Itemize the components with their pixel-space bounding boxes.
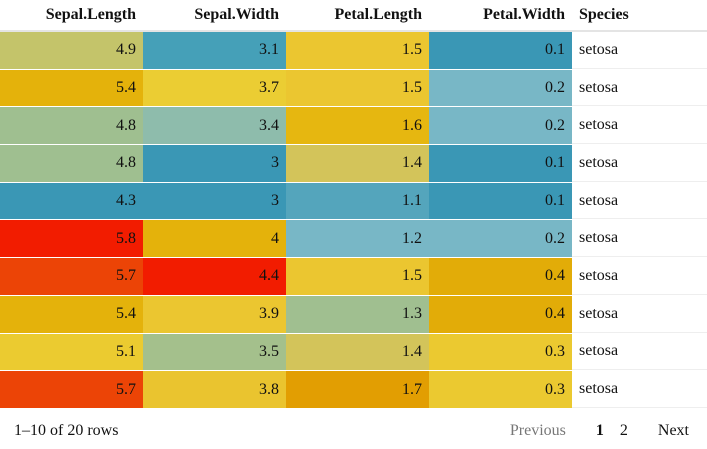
cell-sepal-length: 5.8	[0, 220, 143, 258]
cell-petal-width: 0.4	[429, 258, 572, 295]
cell-petal-width: 0.2	[429, 107, 572, 145]
page-button-2[interactable]: 2	[619, 421, 628, 439]
cell-sepal-length: 5.7	[0, 371, 143, 408]
table-row: 5.1 3.5 1.4 0.3 setosa	[0, 333, 707, 372]
cell-petal-length: 1.4	[286, 145, 429, 182]
cell-sepal-length: 5.7	[0, 258, 143, 295]
cell-sepal-width: 3.8	[143, 371, 286, 408]
cell-species: setosa	[572, 182, 707, 220]
cell-petal-width: 0.3	[429, 371, 572, 408]
cell-species: setosa	[572, 295, 707, 333]
cell-petal-length: 1.4	[286, 333, 429, 371]
cell-petal-length: 1.1	[286, 182, 429, 220]
cell-sepal-length: 4.9	[0, 32, 143, 69]
data-table: Sepal.Length Sepal.Width Petal.Length Pe…	[0, 0, 707, 409]
table-row: 5.4 3.7 1.5 0.2 setosa	[0, 69, 707, 108]
cell-sepal-width: 3.4	[143, 107, 286, 145]
cell-sepal-width: 3.5	[143, 333, 286, 371]
cell-species: setosa	[572, 145, 707, 182]
page-button-1[interactable]: 1	[595, 421, 604, 439]
cell-species: setosa	[572, 258, 707, 295]
cell-sepal-width: 4.4	[143, 258, 286, 295]
cell-species: setosa	[572, 220, 707, 258]
cell-petal-length: 1.3	[286, 295, 429, 333]
next-button[interactable]: Next	[657, 421, 689, 439]
cell-sepal-length: 4.8	[0, 107, 143, 145]
cell-species: setosa	[572, 107, 707, 145]
table-row: 5.8 4 1.2 0.2 setosa	[0, 220, 707, 259]
cell-sepal-width: 3.9	[143, 295, 286, 333]
cell-petal-length: 1.5	[286, 32, 429, 69]
pagination-bar: 1–10 of 20 rows Previous 1 2 Next	[0, 412, 707, 449]
table-row: 4.8 3 1.4 0.1 setosa	[0, 145, 707, 183]
pagination: Previous 1 2 Next	[502, 422, 697, 440]
table-body: 4.9 3.1 1.5 0.1 setosa 5.4 3.7 1.5 0.2 s…	[0, 32, 707, 409]
cell-sepal-length: 5.1	[0, 333, 143, 371]
table-header: Sepal.Length Sepal.Width Petal.Length Pe…	[0, 0, 707, 32]
cell-sepal-width: 4	[143, 220, 286, 258]
cell-sepal-length: 5.4	[0, 295, 143, 333]
column-header-petal-width[interactable]: Petal.Width	[483, 6, 565, 23]
cell-sepal-width: 3.1	[143, 32, 286, 69]
column-header-petal-length[interactable]: Petal.Length	[334, 6, 422, 23]
cell-petal-width: 0.1	[429, 145, 572, 182]
column-header-species[interactable]: Species	[579, 6, 629, 23]
page-info: 1–10 of 20 rows	[14, 421, 119, 439]
table-row: 5.7 4.4 1.5 0.4 setosa	[0, 258, 707, 296]
cell-petal-width: 0.1	[429, 182, 572, 220]
cell-petal-length: 1.7	[286, 371, 429, 408]
cell-petal-width: 0.3	[429, 333, 572, 371]
cell-sepal-width: 3	[143, 145, 286, 182]
table-row: 4.9 3.1 1.5 0.1 setosa	[0, 32, 707, 70]
table-row: 4.8 3.4 1.6 0.2 setosa	[0, 107, 707, 146]
cell-petal-length: 1.6	[286, 107, 429, 145]
cell-species: setosa	[572, 371, 707, 408]
cell-petal-width: 0.2	[429, 69, 572, 107]
table-row: 5.4 3.9 1.3 0.4 setosa	[0, 295, 707, 334]
cell-petal-width: 0.1	[429, 32, 572, 69]
cell-petal-length: 1.2	[286, 220, 429, 258]
cell-species: setosa	[572, 333, 707, 371]
cell-petal-width: 0.4	[429, 295, 572, 333]
column-header-sepal-length[interactable]: Sepal.Length	[45, 6, 136, 23]
table-row: 4.3 3 1.1 0.1 setosa	[0, 182, 707, 221]
table-row: 5.7 3.8 1.7 0.3 setosa	[0, 371, 707, 409]
cell-species: setosa	[572, 69, 707, 107]
previous-button[interactable]: Previous	[509, 421, 566, 439]
cell-petal-length: 1.5	[286, 258, 429, 295]
cell-petal-width: 0.2	[429, 220, 572, 258]
cell-sepal-width: 3	[143, 182, 286, 220]
column-header-sepal-width[interactable]: Sepal.Width	[194, 6, 279, 23]
cell-petal-length: 1.5	[286, 69, 429, 107]
cell-sepal-length: 5.4	[0, 69, 143, 107]
cell-sepal-length: 4.3	[0, 182, 143, 220]
cell-sepal-length: 4.8	[0, 145, 143, 182]
cell-sepal-width: 3.7	[143, 69, 286, 107]
cell-species: setosa	[572, 32, 707, 69]
